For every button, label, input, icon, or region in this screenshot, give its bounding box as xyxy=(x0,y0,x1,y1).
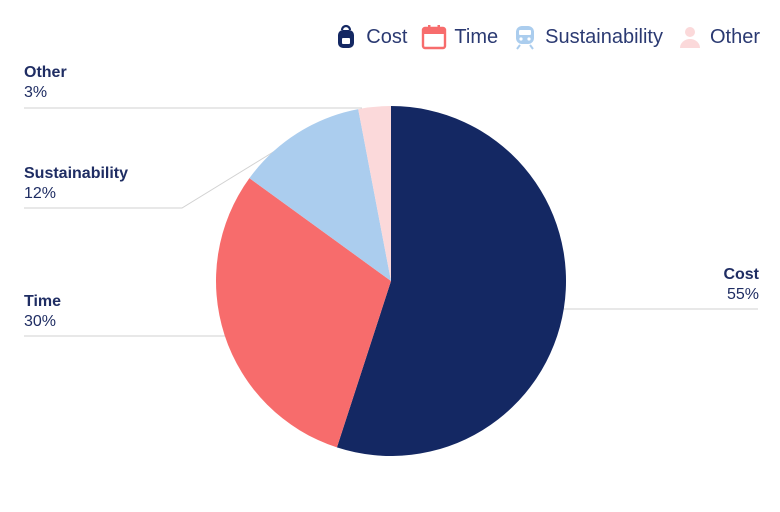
callout-other-value: 3% xyxy=(24,84,48,101)
pie-slice-cost xyxy=(336,106,567,456)
legend-item-other: Other xyxy=(677,24,760,50)
legend: Cost Time Sustainability xyxy=(333,24,760,50)
legend-item-cost: Cost xyxy=(333,24,407,50)
pie-slices xyxy=(216,106,567,456)
calendar-icon xyxy=(422,25,447,50)
leader-line-sustainability xyxy=(24,145,284,209)
callout-time: Time 30% xyxy=(24,292,61,332)
legend-label-other: Other xyxy=(709,25,760,48)
legend-label-time: Time xyxy=(454,25,499,48)
pie-slice-time xyxy=(216,178,391,448)
legend-label-sustainability: Sustainability xyxy=(545,25,663,48)
backpack-icon xyxy=(338,24,355,48)
callout-cost-value: 55% xyxy=(726,286,759,303)
legend-item-time: Time xyxy=(421,24,498,50)
legend-label-cost: Cost xyxy=(366,25,408,48)
callout-time-value: 30% xyxy=(24,313,57,330)
callout-sustainability-category: Sustainability xyxy=(24,165,129,182)
callout-sustainability: Sustainability 12% xyxy=(24,164,128,204)
leader-lines xyxy=(24,107,758,337)
legend-item-sustainability: Sustainability xyxy=(512,24,663,50)
callout-other: Other 3% xyxy=(24,63,67,103)
callout-sustainability-value: 12% xyxy=(24,185,57,202)
train-icon xyxy=(516,26,535,50)
pie-slice-other xyxy=(358,106,391,281)
person-icon xyxy=(679,27,700,48)
callout-cost-category: Cost xyxy=(723,266,759,283)
callout-other-category: Other xyxy=(24,64,67,81)
callout-time-category: Time xyxy=(24,293,62,310)
callout-cost: Cost 55% xyxy=(723,265,759,305)
pie-slice-sustainability xyxy=(249,109,391,281)
